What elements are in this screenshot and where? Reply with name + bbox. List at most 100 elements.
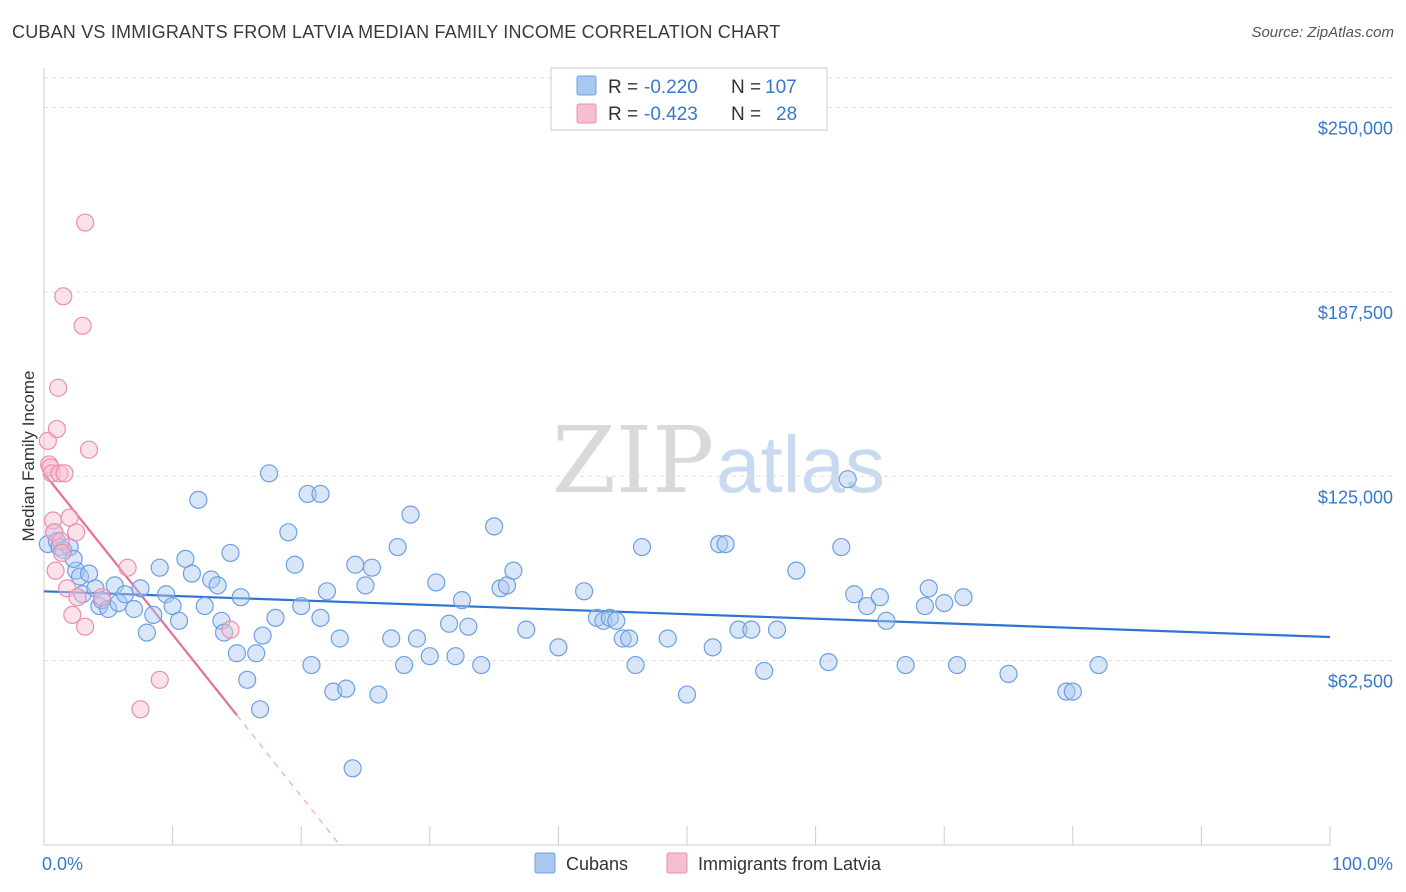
latvia-point xyxy=(131,700,150,719)
cubans-point xyxy=(298,484,317,504)
cubans-point xyxy=(472,655,491,675)
cubans-point xyxy=(459,617,478,636)
cubans-point xyxy=(677,685,697,704)
cubans-point xyxy=(182,564,201,583)
cubans-point xyxy=(189,490,208,509)
cubans-point xyxy=(504,561,523,580)
x-tick-label-end: 100.0% xyxy=(1332,854,1393,874)
cubans-point xyxy=(947,655,967,675)
y-tick-label: $62,500 xyxy=(1328,672,1393,692)
cubans-point xyxy=(838,470,857,489)
cubans-point xyxy=(877,611,896,630)
cubans-point xyxy=(613,629,632,648)
cubans-point xyxy=(870,588,890,607)
cubans-point xyxy=(285,555,304,574)
cubans-point xyxy=(317,582,337,601)
cubans-point xyxy=(150,558,169,577)
cubans-point xyxy=(452,591,472,610)
cubans-point xyxy=(485,517,504,536)
latvia-trendline xyxy=(43,472,238,716)
cubans-point xyxy=(144,605,163,625)
cubans-point xyxy=(343,759,362,778)
y-tick-label: $125,000 xyxy=(1318,487,1393,507)
y-tick-label: $250,000 xyxy=(1318,119,1393,139)
cubans-point xyxy=(896,655,915,675)
legend-n-value-cubans: 107 xyxy=(765,77,797,98)
cubans-point xyxy=(703,638,722,657)
latvia-point xyxy=(76,617,95,636)
legend-n-label-cubans: N = xyxy=(731,77,761,98)
latvia-point xyxy=(67,523,86,542)
latvia-point xyxy=(50,464,69,483)
cubans-point xyxy=(935,593,954,613)
trendlines xyxy=(43,472,1331,846)
cubans-point xyxy=(439,614,459,633)
cubans-point xyxy=(394,655,414,675)
cubans-point xyxy=(549,638,568,657)
cubans-point xyxy=(607,611,626,630)
latvia-point xyxy=(55,464,74,483)
legend-r-label-cubans: R = xyxy=(608,77,638,98)
data-points xyxy=(38,213,1108,778)
latvia-point xyxy=(150,670,169,689)
cubans-point xyxy=(427,573,446,592)
cubans-point xyxy=(279,523,298,542)
cubans-point xyxy=(231,588,250,607)
latvia-point xyxy=(52,543,72,563)
cubans-point xyxy=(1057,682,1076,701)
cubans-point xyxy=(330,629,349,648)
legend-n-label-latvia: N = xyxy=(731,104,761,125)
chart-title: CUBAN VS IMMIGRANTS FROM LATVIA MEDIAN F… xyxy=(12,22,781,42)
legend-swatch-latvia xyxy=(576,103,597,124)
cubans-point xyxy=(710,534,729,554)
cubans-point xyxy=(716,534,735,554)
cubans-point xyxy=(157,585,176,604)
cubans-point xyxy=(137,623,156,642)
y-tick-label: $187,500 xyxy=(1318,303,1393,323)
gridlines xyxy=(44,77,1395,662)
legend-swatch-cubans xyxy=(576,75,597,96)
cubans-point xyxy=(517,620,536,639)
cubans-point xyxy=(620,629,639,648)
top-legend: R = -0.220 N = 107 R = -0.423 N = 28 xyxy=(550,67,828,131)
cubans-point xyxy=(575,582,594,601)
bottom-legend-label-latvia: Immigrants from Latvia xyxy=(698,854,882,874)
cubans-point xyxy=(169,611,189,630)
cubans-point xyxy=(420,647,439,666)
cubans-point xyxy=(729,620,748,639)
latvia-point xyxy=(63,605,82,625)
cubans-point xyxy=(407,629,427,648)
axes xyxy=(43,68,1331,846)
cubans-point xyxy=(369,685,388,704)
cubans-point xyxy=(626,655,645,675)
cubans-point xyxy=(253,626,272,645)
cubans-point xyxy=(767,620,787,639)
bottom-legend: Cubans Immigrants from Latvia xyxy=(534,852,882,874)
cubans-point xyxy=(954,588,973,607)
latvia-point xyxy=(73,316,92,335)
cubans-point xyxy=(195,596,214,616)
latvia-point xyxy=(221,620,240,639)
latvia-point xyxy=(76,213,95,232)
bottom-legend-label-cubans: Cubans xyxy=(566,854,628,874)
cubans-point xyxy=(919,579,938,598)
x-tick-label-start: 0.0% xyxy=(42,854,83,874)
cubans-point xyxy=(221,543,240,563)
cubans-point xyxy=(238,670,257,689)
legend-box xyxy=(550,67,828,131)
cubans-point xyxy=(266,608,285,627)
source-label: Source: ZipAtlas.com xyxy=(1251,24,1394,41)
cubans-point xyxy=(446,647,465,666)
y-axis-label: Median Family Income xyxy=(19,370,38,541)
latvia-point xyxy=(118,558,137,577)
cubans-point xyxy=(382,629,401,648)
cubans-point xyxy=(302,655,321,675)
bottom-legend-swatch-cubans xyxy=(534,852,556,874)
legend-r-value-cubans: -0.220 xyxy=(644,77,698,98)
cubans-point xyxy=(857,596,877,616)
cubans-point xyxy=(311,608,330,627)
cubans-point xyxy=(64,549,83,568)
bottom-legend-swatch-latvia xyxy=(666,852,688,874)
watermark: ZIP atlas xyxy=(552,407,885,514)
